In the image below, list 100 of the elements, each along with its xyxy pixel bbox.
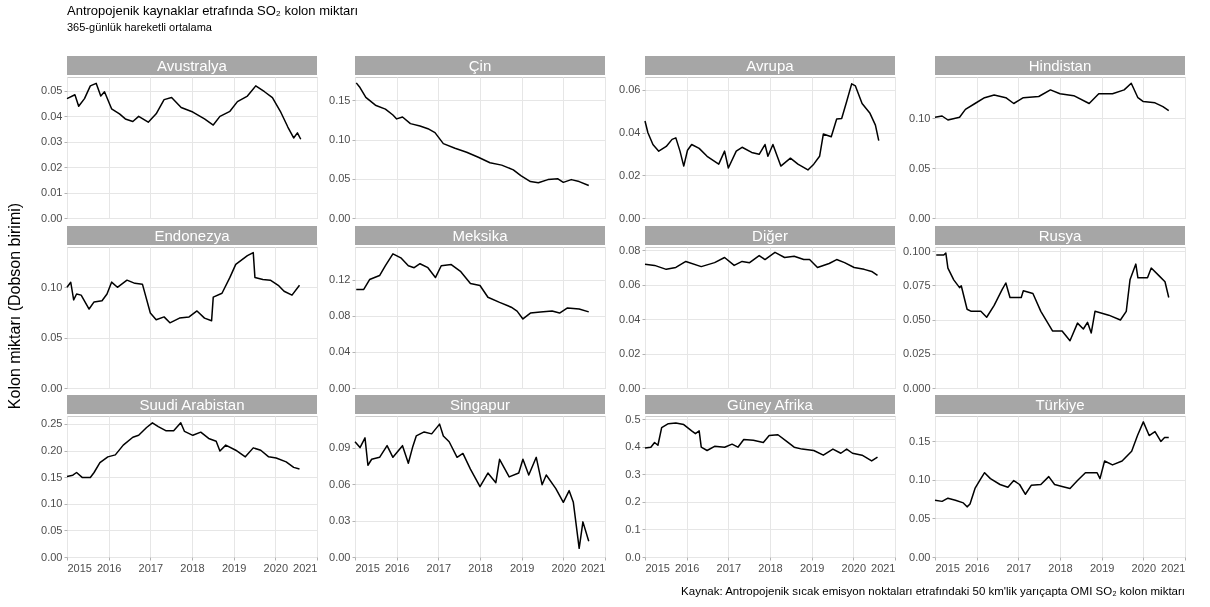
y-tick-label: 0.10 bbox=[41, 280, 63, 293]
line-series bbox=[934, 82, 1170, 121]
x-tick-label: 2018 bbox=[180, 561, 205, 574]
x-tick-label: 2018 bbox=[1048, 561, 1073, 574]
y-tick-label: 0.00 bbox=[619, 211, 641, 224]
chart-title: Suudi Arabistan bbox=[67, 395, 317, 414]
y-tick-label: 0.025 bbox=[902, 347, 931, 360]
x-tick-label: 2019 bbox=[221, 561, 247, 574]
chart-title: Güney Afrika bbox=[645, 395, 895, 414]
chart-title: Meksika bbox=[355, 226, 605, 245]
chart-title: Türkiye bbox=[935, 395, 1185, 414]
y-tick-label: 0.08 bbox=[329, 309, 351, 322]
y-tick-label: 0.00 bbox=[619, 381, 641, 394]
chart-title: Endonezya bbox=[67, 226, 317, 245]
y-tick-label: 0.06 bbox=[619, 278, 641, 291]
x-tick-label: 2015 bbox=[67, 561, 92, 574]
y-tick-label: 0.04 bbox=[329, 345, 351, 358]
x-tick-label: 2021 bbox=[581, 561, 606, 574]
y-tick-label: 0.5 bbox=[625, 412, 641, 425]
y-tick-label: 0.04 bbox=[41, 109, 63, 122]
x-tick-label: 2016 bbox=[674, 561, 700, 574]
x-tick-label: 2021 bbox=[1161, 561, 1186, 574]
x-tick-label: 2015 bbox=[355, 561, 380, 574]
line-series bbox=[355, 253, 590, 320]
x-tick-label: 2021 bbox=[293, 561, 318, 574]
y-tick-label: 0.00 bbox=[329, 381, 351, 394]
y-tick-label: 0.05 bbox=[329, 172, 351, 185]
x-tick-label: 2017 bbox=[138, 561, 164, 574]
y-tick-label: 0.03 bbox=[329, 514, 351, 527]
chart-title: Çin bbox=[355, 56, 605, 75]
line-series bbox=[935, 252, 1170, 342]
y-tick-label: 0.00 bbox=[41, 550, 63, 563]
y-tick-label: 0.05 bbox=[41, 523, 63, 536]
y-tick-label: 0.06 bbox=[619, 83, 641, 96]
y-tick-label: 0.050 bbox=[902, 313, 931, 326]
x-tick-label: 2017 bbox=[426, 561, 452, 574]
y-tick-label: 0.15 bbox=[41, 470, 63, 483]
text: 365-günlük hareketli ortalama bbox=[67, 21, 212, 33]
y-tick-label: 0.04 bbox=[619, 312, 641, 325]
text: Antropojenik kaynaklar etrafında SO₂ kolon miktarı bbox=[67, 3, 359, 18]
y-tick-label: 0.12 bbox=[329, 273, 351, 286]
line-series bbox=[644, 422, 879, 462]
x-tick-label: 2021 bbox=[871, 561, 896, 574]
x-tick-label: 2017 bbox=[716, 561, 742, 574]
line-series bbox=[934, 421, 1170, 508]
text: Kaynak: Antropojenik sıcak emisyon noktaları etrafındaki 50 km'lik yarıçapta OMI SO₂ kolon miktarı bbox=[681, 585, 1185, 597]
y-tick-label: 0.08 bbox=[619, 243, 641, 256]
x-tick-label: 2015 bbox=[645, 561, 670, 574]
y-tick-label: 0.000 bbox=[902, 381, 931, 394]
y-tick-label: 0.02 bbox=[619, 347, 641, 360]
chart-title: Diğer bbox=[645, 226, 895, 245]
y-tick-label: 0.01 bbox=[41, 186, 63, 199]
x-tick-label: 2020 bbox=[263, 561, 289, 574]
y-tick-label: 0.09 bbox=[329, 441, 351, 454]
x-tick-label: 2019 bbox=[509, 561, 535, 574]
y-tick-label: 0.15 bbox=[909, 434, 931, 447]
x-tick-label: 2018 bbox=[758, 561, 783, 574]
y-tick-label: 0.05 bbox=[909, 511, 931, 524]
y-tick-label: 0.3 bbox=[625, 467, 641, 480]
y-tick-label: 0.04 bbox=[619, 126, 641, 139]
x-tick-label: 2017 bbox=[1006, 561, 1032, 574]
y-tick-label: 0.15 bbox=[329, 94, 351, 106]
line-series bbox=[66, 82, 302, 140]
y-tick-label: 0.1 bbox=[625, 522, 641, 535]
y-tick-label: 0.10 bbox=[909, 111, 931, 124]
x-tick-label: 2016 bbox=[384, 561, 410, 574]
y-tick-label: 0.00 bbox=[329, 550, 351, 563]
y-tick-label: 0.00 bbox=[41, 211, 63, 224]
chart-title: Avrupa bbox=[645, 56, 895, 75]
line-series bbox=[644, 251, 879, 277]
y-tick-label: 0.00 bbox=[909, 550, 931, 563]
chart-title: Avustralya bbox=[67, 56, 317, 75]
x-tick-label: 2020 bbox=[551, 561, 577, 574]
y-tick-label: 0.06 bbox=[329, 477, 351, 490]
x-tick-label: 2020 bbox=[1131, 561, 1157, 574]
y-tick-label: 0.10 bbox=[909, 473, 931, 486]
x-tick-label: 2016 bbox=[96, 561, 122, 574]
y-tick-label: 0.00 bbox=[909, 211, 931, 224]
line-series bbox=[66, 251, 301, 324]
x-tick-label: 2016 bbox=[964, 561, 990, 574]
y-tick-label: 0.05 bbox=[909, 161, 931, 174]
y-tick-label: 0.10 bbox=[41, 497, 63, 510]
chart-title: Rusya bbox=[935, 226, 1185, 245]
line-series bbox=[354, 423, 590, 550]
y-tick-label: 0.00 bbox=[329, 211, 351, 224]
y-tick-label: 0.02 bbox=[41, 160, 63, 173]
y-tick-label: 0.05 bbox=[41, 331, 63, 344]
y-tick-label: 0.05 bbox=[41, 84, 63, 97]
y-axis-title: Kolon miktarı (Dobson birimi) bbox=[6, 202, 24, 410]
y-tick-label: 0.4 bbox=[625, 440, 641, 453]
y-tick-label: 0.10 bbox=[329, 133, 351, 146]
y-tick-label: 0.100 bbox=[902, 244, 931, 257]
y-tick-label: 0.03 bbox=[41, 135, 63, 148]
line-series bbox=[66, 422, 301, 479]
y-tick-label: 0.25 bbox=[41, 417, 63, 430]
chart-title: Singapur bbox=[355, 395, 605, 414]
x-tick-label: 2019 bbox=[1089, 561, 1115, 574]
chart-title: Hindistan bbox=[935, 56, 1185, 75]
y-tick-label: 0.02 bbox=[619, 168, 641, 181]
x-tick-label: 2018 bbox=[468, 561, 493, 574]
